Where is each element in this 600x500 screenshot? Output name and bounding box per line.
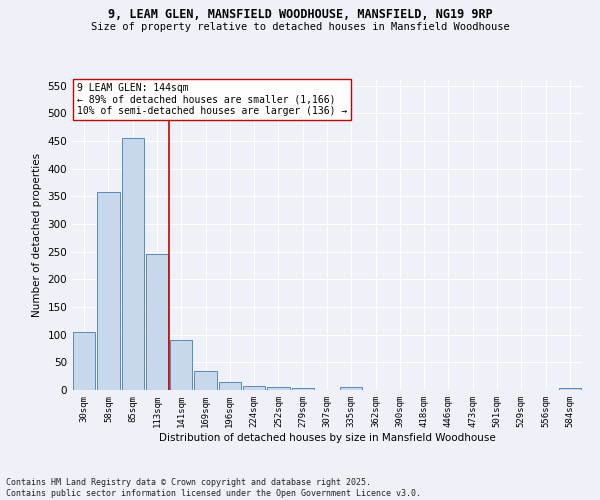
X-axis label: Distribution of detached houses by size in Mansfield Woodhouse: Distribution of detached houses by size … (158, 432, 496, 442)
Text: Contains HM Land Registry data © Crown copyright and database right 2025.
Contai: Contains HM Land Registry data © Crown c… (6, 478, 421, 498)
Bar (243, 386, 265, 390)
Text: Size of property relative to detached houses in Mansfield Woodhouse: Size of property relative to detached ho… (91, 22, 509, 32)
Bar (218, 382, 241, 390)
Bar (97, 192, 119, 390)
Text: 9 LEAM GLEN: 144sqm
← 89% of detached houses are smaller (1,166)
10% of semi-det: 9 LEAM GLEN: 144sqm ← 89% of detached ho… (77, 83, 347, 116)
Bar (122, 138, 144, 390)
Bar (170, 340, 193, 390)
Bar (146, 254, 168, 390)
Bar (292, 388, 314, 390)
Bar (194, 370, 217, 390)
Bar (559, 388, 581, 390)
Bar (340, 387, 362, 390)
Text: 9, LEAM GLEN, MANSFIELD WOODHOUSE, MANSFIELD, NG19 9RP: 9, LEAM GLEN, MANSFIELD WOODHOUSE, MANSF… (107, 8, 493, 20)
Y-axis label: Number of detached properties: Number of detached properties (32, 153, 42, 317)
Bar (267, 387, 290, 390)
Bar (73, 332, 95, 390)
